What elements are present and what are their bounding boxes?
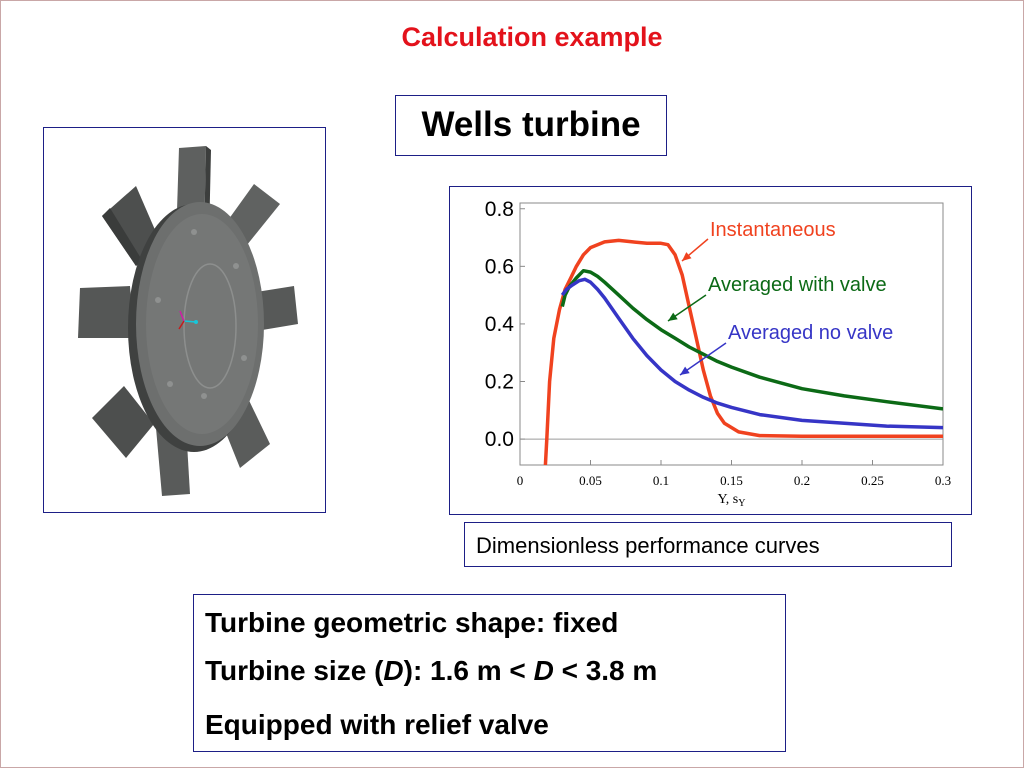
spec-size-var: D bbox=[383, 655, 404, 686]
turbine-blade bbox=[78, 286, 134, 338]
series-lines bbox=[543, 238, 943, 465]
y-tick-label: 0.8 bbox=[485, 198, 514, 221]
chart-caption: Dimensionless performance curves bbox=[476, 533, 820, 558]
turbine-image-box bbox=[43, 127, 326, 513]
x-tick-label: 0.05 bbox=[579, 473, 602, 488]
axis-triad-icon bbox=[178, 310, 198, 330]
x-axis-label-subscript: Y bbox=[738, 498, 745, 509]
turbine-hub-inner-ring bbox=[183, 263, 237, 389]
series-label-averaged-with-valve: Averaged with valve bbox=[708, 274, 887, 296]
spec-size-prefix: Turbine size ( bbox=[205, 655, 384, 686]
x-tick-label: 0 bbox=[517, 473, 524, 488]
x-axis: 0 0.05 0.1 0.15 0.2 0.25 0.3 bbox=[517, 460, 951, 488]
series-pointer bbox=[679, 342, 727, 376]
performance-chart-box: 0.0 0.2 0.4 0.6 0.8 0 0.05 0.1 0.15 0.2 0.25 0.3 I… bbox=[449, 186, 972, 515]
series-label-averaged-no-valve: Averaged no valve bbox=[728, 322, 893, 344]
slide-title: Calculation example bbox=[401, 22, 663, 52]
turbine-blade bbox=[92, 386, 154, 458]
x-tick-label: 0.15 bbox=[720, 473, 743, 488]
spec-size-var2: D bbox=[533, 655, 554, 686]
wells-turbine-title-box: Wells turbine bbox=[395, 95, 667, 156]
spec-size-mid: ): 1.6 m < bbox=[403, 655, 534, 686]
series-label-instantaneous: Instantaneous bbox=[710, 219, 836, 241]
x-tick-label: 0.25 bbox=[861, 473, 884, 488]
spec-size-suffix: < 3.8 m bbox=[553, 655, 658, 686]
turbine-hub-face bbox=[146, 214, 258, 434]
series-line-averaged-no-valve bbox=[560, 277, 943, 430]
y-axis: 0.0 0.2 0.4 0.6 0.8 bbox=[485, 198, 525, 451]
wells-turbine-title: Wells turbine bbox=[421, 105, 641, 144]
chart-caption-box: Dimensionless performance curves bbox=[464, 522, 952, 567]
series-labels: Instantaneous Averaged with valve Averaged… bbox=[667, 219, 893, 376]
spec-shape: Turbine geometric shape: fixed bbox=[205, 607, 619, 638]
series-pointer-arrowhead bbox=[680, 366, 690, 375]
y-tick-label: 0.2 bbox=[485, 371, 514, 394]
turbine-specs-box: Turbine geometric shape: fixed Turbine s… bbox=[193, 594, 786, 752]
series-pointer-arrowhead bbox=[668, 312, 678, 321]
spec-valve: Equipped with relief valve bbox=[205, 709, 549, 740]
y-tick-label: 0.4 bbox=[485, 313, 515, 336]
turbine-rotor-icon bbox=[78, 146, 298, 496]
turbine-blade-edge bbox=[102, 208, 142, 266]
x-tick-label: 0.1 bbox=[653, 473, 669, 488]
series-pointer-arrowhead bbox=[682, 252, 692, 261]
y-tick-label: 0.0 bbox=[485, 428, 514, 451]
spec-size: Turbine size (D): 1.6 m < D < 3.8 m bbox=[205, 655, 657, 687]
x-tick-label: 0.3 bbox=[935, 473, 951, 488]
y-tick-label: 0.6 bbox=[485, 255, 514, 278]
x-tick-label: 0.2 bbox=[794, 473, 810, 488]
series-line-averaged-with-valve bbox=[560, 268, 943, 411]
x-axis-label: Y, sY bbox=[718, 492, 746, 509]
turbine-bolts bbox=[155, 229, 247, 399]
performance-chart: 0.0 0.2 0.4 0.6 0.8 0 0.05 0.1 0.15 0.2 0.25 0.3 I… bbox=[485, 198, 951, 509]
